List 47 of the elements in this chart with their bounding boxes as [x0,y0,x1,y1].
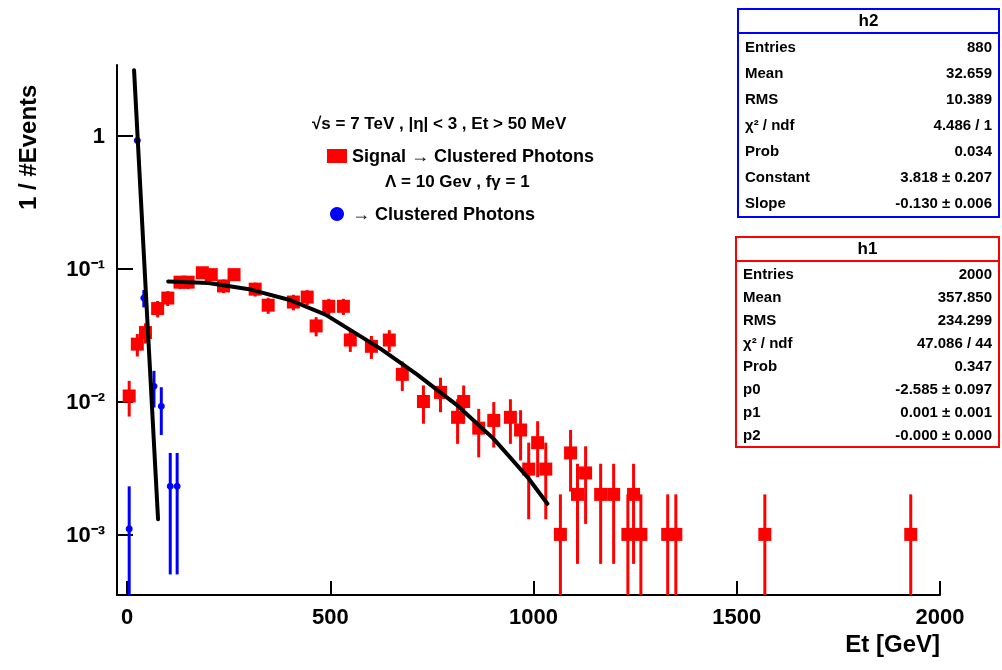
annotation: RMS [743,310,777,330]
y-tick-label: 1 [92,123,105,149]
text: 0.034 [954,142,992,159]
x-tick-label: 2000 [915,603,965,629]
text: Entries [745,38,796,55]
annotation: 3.818 ± 0.207 [900,167,992,187]
annotation: Entries [743,264,794,284]
annotation: χ² / ndf [745,115,795,135]
legend-label: → Clustered Photons [352,204,536,224]
annotation: Prob [743,356,778,376]
legend-label: Signal → Clustered Photons [352,146,595,166]
annotation: Prob [745,141,780,161]
annotation: p2 [743,425,761,445]
annotation: 0.001 ± 0.001 [900,402,992,422]
text: 32.659 [946,64,992,81]
x-tick-label: 1500 [712,603,762,629]
text: 0.347 [954,357,992,374]
text: 2000 [958,265,992,282]
annotation: Constant [745,167,810,187]
annotation: 357.850 [937,287,992,307]
x-tick-label: 1000 [509,603,559,629]
annotation: Mean [743,287,782,307]
annotation: RMS [745,89,779,109]
annotation: -0.000 ± 0.000 [895,425,992,445]
annotation: Mean [745,63,784,83]
text: 10.389 [946,90,992,107]
x-tick-label: 0 [121,603,134,629]
annotation: Slope [745,193,786,213]
annotation: 4.486 / 1 [933,115,992,135]
annotation: -2.585 ± 0.097 [895,379,992,399]
y-tick-label: 10⁻³ [66,521,105,547]
annotation: -0.130 ± 0.006 [895,193,992,213]
x-axis-title: Et [GeV] [845,630,940,658]
annotation: p0 [743,379,761,399]
annotation: 234.299 [937,310,992,330]
annotation: 47.086 / 44 [916,333,992,353]
annotation: χ² / ndf [743,333,793,353]
annotation: h1 [737,238,998,262]
y-tick-label: 10⁻² [66,388,105,414]
x-tick-label: 500 [312,603,349,629]
text: 880 [966,38,992,55]
annotation: p1 [743,402,761,422]
legend-title: √s = 7 TeV , |η| < 3 , Et > 50 MeV [312,114,567,134]
annotation: Λ = 10 Gev , fγ = 1 [385,172,530,192]
y-tick-label: 10⁻¹ [66,256,105,282]
y-axis-title: 1 / #Events [14,84,42,210]
text: h2 [858,11,879,30]
